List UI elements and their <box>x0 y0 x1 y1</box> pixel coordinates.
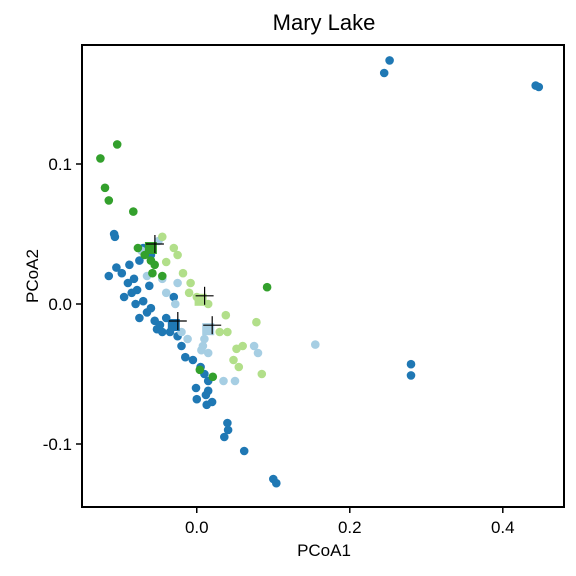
data-point <box>219 377 228 386</box>
data-point <box>139 297 148 306</box>
data-point <box>150 261 159 270</box>
data-point <box>535 83 544 92</box>
data-point <box>120 293 129 302</box>
data-point <box>229 356 238 365</box>
data-point <box>407 371 416 380</box>
data-point <box>124 279 133 288</box>
data-point <box>185 289 194 298</box>
data-point <box>143 308 152 317</box>
data-point <box>252 318 261 327</box>
data-point <box>105 272 114 281</box>
x-tick-label: 0.2 <box>338 518 362 537</box>
data-point <box>158 233 167 242</box>
data-point <box>171 300 180 309</box>
x-tick-label: 0.0 <box>185 518 209 537</box>
y-tick-label: -0.1 <box>43 435 72 454</box>
data-point <box>177 342 186 351</box>
data-point <box>148 269 157 278</box>
data-point <box>125 261 134 270</box>
data-point <box>127 289 136 298</box>
data-point <box>158 272 167 281</box>
data-points <box>96 56 543 487</box>
data-point <box>263 283 272 292</box>
data-point <box>173 251 182 260</box>
data-point <box>209 373 218 382</box>
data-point <box>311 340 320 349</box>
data-point <box>192 384 201 393</box>
y-axis-title: PCoA2 <box>23 249 42 303</box>
data-point <box>196 366 205 375</box>
data-point <box>215 328 224 337</box>
data-point <box>162 258 171 267</box>
data-point <box>407 360 416 369</box>
data-point <box>193 395 202 404</box>
data-point <box>131 300 140 309</box>
data-point <box>232 345 241 354</box>
y-tick-label: 0.0 <box>48 295 72 314</box>
data-point <box>181 353 190 362</box>
data-point <box>254 349 263 358</box>
data-point <box>96 154 105 163</box>
data-point <box>231 377 240 386</box>
x-axis: 0.0 0.2 0.4 <box>185 507 515 537</box>
data-point <box>162 289 171 298</box>
data-point <box>272 479 281 488</box>
data-point <box>186 279 195 288</box>
data-point <box>101 184 110 193</box>
data-point <box>111 233 120 242</box>
x-axis-title: PCoA1 <box>297 541 351 560</box>
data-point <box>235 363 244 372</box>
data-point <box>113 140 122 149</box>
data-point <box>179 269 188 278</box>
y-tick-label: 0.1 <box>48 155 72 174</box>
data-point <box>223 328 232 337</box>
data-point <box>134 244 143 253</box>
data-point <box>202 401 211 410</box>
x-tick-label: 0.4 <box>491 518 515 537</box>
data-point <box>240 447 249 456</box>
data-point <box>220 433 229 442</box>
data-point <box>173 279 182 288</box>
data-point <box>158 328 167 337</box>
data-point <box>135 314 144 323</box>
y-axis: -0.1 0.0 0.1 <box>43 155 82 454</box>
data-point <box>105 196 114 205</box>
data-point <box>258 370 267 379</box>
data-point <box>118 269 127 278</box>
data-point <box>380 69 389 78</box>
chart-title: Mary Lake <box>273 10 376 35</box>
data-point <box>204 349 213 358</box>
data-point <box>385 56 394 65</box>
data-point <box>189 356 198 365</box>
data-point <box>202 391 211 400</box>
data-point <box>183 335 192 344</box>
data-point <box>129 207 138 216</box>
data-point <box>222 311 231 320</box>
data-point <box>145 282 154 291</box>
